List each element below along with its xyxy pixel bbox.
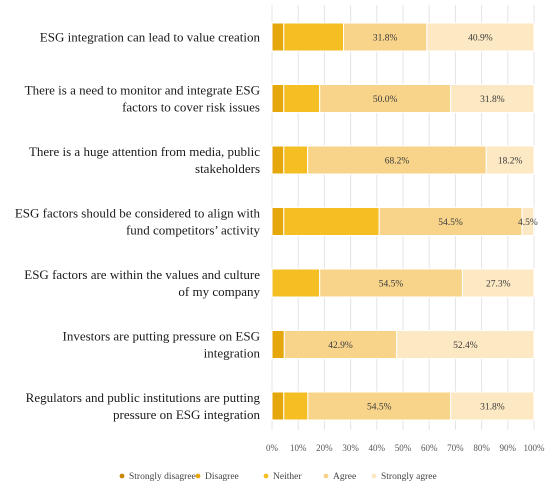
bar-segment [426,22,535,52]
bar-segment [319,84,452,113]
data-label: 4.5% [518,218,538,228]
bar-segment [271,22,285,52]
bar-segment [307,145,487,175]
bar-segment [271,207,285,236]
category-label: fund competitors’ activity [126,223,261,238]
category-labels: ESG integration can lead to value creati… [15,30,261,423]
data-label: 68.2% [385,157,410,167]
category-label: ESG integration can lead to value creati… [40,30,261,45]
category-label: integration [204,346,261,361]
category-label: stakeholders [195,161,260,176]
legend-label: Neither [273,472,302,482]
data-label: 18.2% [498,157,523,167]
x-tick-label: 90% [500,443,517,453]
bar-segment [450,84,535,113]
bar-segment [283,391,309,421]
category-label: of my company [178,284,260,299]
category-label: Regulators and public institutions are p… [26,390,261,405]
x-tick-label: 0% [266,443,279,453]
x-tick-label: 40% [369,443,386,453]
bar-segment [396,330,535,359]
data-labels: 31.8% 40.9% 50.0% 31.8% 68.2% 18.2% 54.5% 4.5% 5… [328,34,538,413]
legend-label: Disagree [205,472,239,482]
legend-marker [119,473,125,479]
category-label: ESG factors are within the values and cu… [24,267,260,282]
x-tick-label: 10% [290,443,307,453]
bar-segment [450,391,535,421]
category-label: There is a need to monitor and integrate… [25,83,260,98]
bar-segment [283,330,398,359]
bar-segment [283,84,321,113]
data-label: 50.0% [373,95,398,105]
bar-segment [307,391,452,421]
legend-label: Agree [333,472,356,482]
category-label: ESG factors should be considered to alig… [15,206,261,221]
bar-segment [283,207,380,236]
x-tick-label: 30% [342,443,359,453]
data-label: 54.5% [438,218,463,228]
data-label: 52.4% [453,341,478,351]
category-label: factors to cover risk issues [122,100,260,115]
data-label: 54.5% [379,280,404,290]
category-label: There is a huge attention from media, pu… [29,144,260,159]
data-label: 42.9% [328,341,353,351]
x-tick-label: 70% [447,443,464,453]
category-label: pressure on ESG integration [113,407,260,422]
x-tick-label: 100% [524,443,546,453]
bar-segment [521,207,535,236]
legend-marker [323,473,329,479]
x-tick-label: 60% [421,443,438,453]
bar-segment [283,145,309,175]
x-axis-ticks: 0% 10% 20% 30% 40% 50% 60% 70% 80% 90% 100% [266,443,545,453]
bar-segment [319,268,463,298]
legend: Strongly disagree Disagree Neither Agree Str… [119,472,437,482]
bar-segment [271,84,285,113]
data-label: 54.5% [367,403,392,413]
legend-marker [263,473,269,479]
category-label: Investors are putting pressure on ESG [63,329,261,344]
x-tick-label: 80% [473,443,490,453]
data-label: 31.8% [480,95,505,105]
bar-segment [271,268,321,298]
x-tick-label: 20% [316,443,333,453]
data-label: 31.8% [480,403,505,413]
bars [271,22,535,421]
legend-marker [371,473,377,479]
legend-label: Strongly agree [381,472,437,482]
data-label: 40.9% [468,34,493,44]
bar-segment [271,330,285,359]
bar-segment [461,268,535,298]
legend-label: Strongly disagree [129,472,196,482]
legend-marker [195,473,201,479]
bar-segment [485,145,535,175]
bar-segment [283,22,345,52]
bar-segment [343,22,428,52]
bar-segment [271,145,285,175]
x-tick-label: 50% [395,443,412,453]
data-label: 27.3% [486,280,511,290]
bar-segment [271,391,285,421]
data-label: 31.8% [373,34,398,44]
